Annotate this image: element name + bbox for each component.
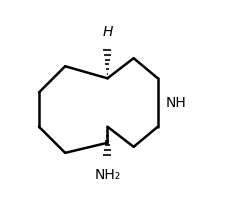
Text: NH: NH <box>166 96 187 110</box>
Text: H: H <box>102 25 113 39</box>
Text: NH₂: NH₂ <box>94 167 121 181</box>
